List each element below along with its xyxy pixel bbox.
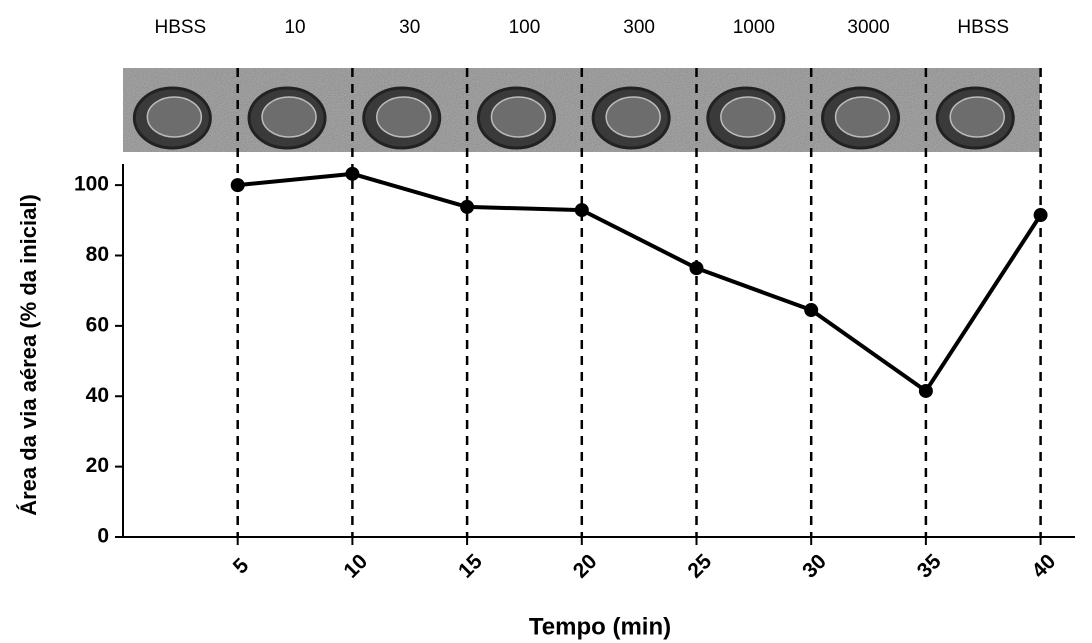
airway-lumen <box>721 97 775 137</box>
concentration-label: HBSS <box>154 17 206 38</box>
airway-lumen <box>262 97 316 137</box>
x-tick-label: 5 <box>229 554 254 579</box>
concentration-label: 100 <box>509 17 541 38</box>
y-tick-label: 80 <box>86 243 109 266</box>
y-axis-label: Área da via aérea (% da inicial) <box>16 194 41 516</box>
concentration-label: 1000 <box>733 17 775 38</box>
data-point <box>575 203 589 217</box>
airway-lumen <box>836 97 890 137</box>
x-tick-label: 15 <box>454 550 487 583</box>
data-point <box>804 303 818 317</box>
concentration-label: 300 <box>623 17 655 38</box>
x-tick-label: 30 <box>798 550 831 583</box>
y-tick-label: 60 <box>86 313 109 336</box>
y-tick-label: 100 <box>74 173 109 196</box>
data-point <box>919 384 933 398</box>
concentration-label: 3000 <box>847 17 889 38</box>
data-point <box>231 178 245 192</box>
data-point <box>345 167 359 181</box>
x-tick-label: 40 <box>1028 550 1061 583</box>
data-point <box>460 200 474 214</box>
data-point <box>1034 208 1048 222</box>
x-tick-label: 20 <box>569 550 602 583</box>
airway-lumen <box>950 97 1004 137</box>
x-tick-label: 35 <box>913 550 946 583</box>
y-tick-label: 20 <box>86 454 109 477</box>
airway-lumen <box>377 97 431 137</box>
x-axis-label: Tempo (min) <box>529 613 671 640</box>
y-tick-label: 40 <box>86 384 109 407</box>
x-tick-label: 10 <box>339 550 372 583</box>
airway-lumen <box>147 97 201 137</box>
concentration-label: 10 <box>284 17 305 38</box>
chart: Tempo (min) Área da via aérea (% da inic… <box>0 0 1092 643</box>
airway-lumen <box>491 97 545 137</box>
x-tick-label: 25 <box>683 550 716 583</box>
data-point <box>689 261 703 275</box>
concentration-label: 30 <box>399 17 420 38</box>
y-tick-label: 0 <box>97 525 109 548</box>
airway-lumen <box>606 97 660 137</box>
data-line <box>238 174 1041 391</box>
concentration-label: HBSS <box>957 17 1009 38</box>
